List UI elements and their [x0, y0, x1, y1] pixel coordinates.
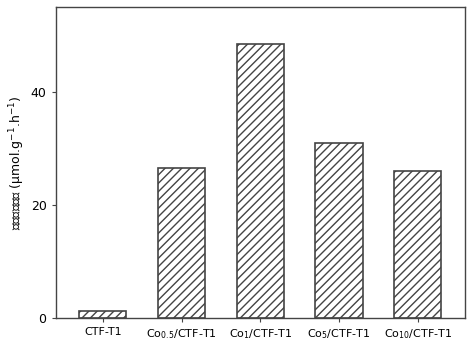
Bar [158, 168, 205, 318]
Bar [237, 44, 284, 318]
Bar [394, 171, 441, 318]
Bar [315, 143, 362, 318]
Bar [79, 311, 126, 318]
Y-axis label: 一氧化碳产率 (μmol.g$^{-1}$.h$^{-1}$): 一氧化碳产率 (μmol.g$^{-1}$.h$^{-1}$) [7, 95, 26, 230]
